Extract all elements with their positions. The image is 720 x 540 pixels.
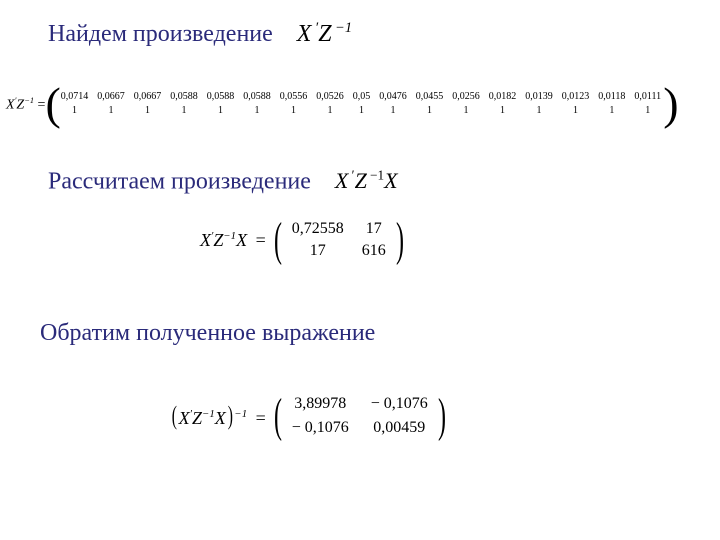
lparen-icon: ( — [274, 220, 282, 261]
vector-val-bot: 1 — [359, 104, 364, 118]
vector-val-bot: 1 — [391, 104, 396, 118]
vector-val-bot: 1 — [573, 104, 578, 118]
heading1-text: Найдем произведение — [48, 21, 273, 47]
lparen-icon: ( — [45, 86, 60, 123]
vector-val-bot: 1 — [427, 104, 432, 118]
vector-col: 0,05261 — [316, 90, 344, 118]
heading2-text: Рассчитаем произведение — [48, 168, 311, 194]
vector-val-top: 0,0588 — [170, 90, 198, 104]
vector-val-bot: 1 — [255, 104, 260, 118]
vector-col: 0,05881 — [207, 90, 235, 118]
vector-col: 0,05561 — [280, 90, 308, 118]
vector-val-bot: 1 — [72, 104, 77, 118]
vector-val-bot: 1 — [109, 104, 114, 118]
rparen-icon: ) — [663, 86, 678, 123]
vector-val-top: 0,0476 — [379, 90, 407, 104]
vector-val-bot: 1 — [218, 104, 223, 118]
vector-val-top: 0,0714 — [61, 90, 89, 104]
eq3-lhs: (X′Z−1X)−1 = — [170, 401, 270, 431]
equation-inverse-matrix: (X′Z−1X)−1 = ( 3,89978 − 0,1076 − 0,1076… — [170, 395, 450, 437]
vector-val-top: 0,0556 — [280, 90, 308, 104]
vector-col: 0,01391 — [525, 90, 553, 118]
vector-val-top: 0,0455 — [416, 90, 444, 104]
vector-val-bot: 1 — [182, 104, 187, 118]
vector-col: 0,01111 — [634, 90, 661, 118]
vector-val-bot: 1 — [328, 104, 333, 118]
vector-col: 0,051 — [353, 90, 371, 118]
vector-val-top: 0,0667 — [134, 90, 162, 104]
vector-col: 0,06671 — [97, 90, 125, 118]
matrix-cell: 0,72558 — [292, 220, 344, 238]
eq1-values: 0,071410,066710,066710,058810,058810,058… — [61, 90, 661, 118]
matrix-cell: − 0,1076 — [371, 395, 428, 413]
eq2-matrix: ( 0,72558 17 17 616 ) — [270, 220, 408, 261]
heading2-formula: X ′Z −1X — [335, 168, 398, 193]
matrix-cell: 616 — [362, 242, 386, 260]
equation-xzx-matrix: X′Z−1X = ( 0,72558 17 17 616 ) — [200, 220, 408, 261]
vector-val-top: 0,0588 — [243, 90, 271, 104]
vector-col: 0,02561 — [452, 90, 480, 118]
vector-col: 0,05881 — [170, 90, 198, 118]
rparen-icon: ) — [396, 220, 404, 261]
vector-val-top: 0,0111 — [634, 90, 661, 104]
vector-col: 0,04551 — [416, 90, 444, 118]
vector-val-bot: 1 — [464, 104, 469, 118]
vector-val-top: 0,0182 — [489, 90, 517, 104]
heading-find-product: Найдем произведение X ′ Z⁻¹ X ′Z −1 — [48, 20, 352, 48]
matrix-cell: − 0,1076 — [292, 419, 349, 437]
vector-col: 0,01181 — [598, 90, 625, 118]
vector-val-bot: 1 — [291, 104, 296, 118]
heading-invert: Обратим полученное выражение — [40, 320, 375, 347]
vector-col: 0,01231 — [562, 90, 590, 118]
equation-xz-vector: X′Z−1 = ( 0,071410,066710,066710,058810,… — [6, 86, 679, 123]
rparen-icon: ) — [438, 396, 446, 437]
vector-col: 0,05881 — [243, 90, 271, 118]
vector-col: 0,06671 — [134, 90, 162, 118]
matrix-cell: 17 — [292, 242, 344, 260]
heading1-formula: X ′ Z⁻¹ X ′Z −1 — [297, 21, 352, 47]
vector-val-top: 0,0139 — [525, 90, 553, 104]
eq3-matrix: ( 3,89978 − 0,1076 − 0,1076 0,00459 ) — [270, 395, 450, 437]
vector-val-bot: 1 — [609, 104, 614, 118]
heading-calc-product: Рассчитаем произведение X ′Z −1X — [48, 168, 398, 195]
vector-val-top: 0,0256 — [452, 90, 480, 104]
vector-val-bot: 1 — [500, 104, 505, 118]
matrix-cell: 3,89978 — [292, 395, 349, 413]
eq2-lhs: X′Z−1X = — [200, 230, 270, 251]
vector-val-top: 0,0123 — [562, 90, 590, 104]
heading3-text: Обратим полученное выражение — [40, 320, 375, 346]
vector-val-top: 0,05 — [353, 90, 371, 104]
matrix-cell: 17 — [362, 220, 386, 238]
vector-val-bot: 1 — [145, 104, 150, 118]
vector-col: 0,07141 — [61, 90, 89, 118]
vector-val-top: 0,0667 — [97, 90, 125, 104]
vector-val-bot: 1 — [537, 104, 542, 118]
vector-val-top: 0,0526 — [316, 90, 344, 104]
vector-val-top: 0,0588 — [207, 90, 235, 104]
vector-col: 0,04761 — [379, 90, 407, 118]
eq1-lhs: X′Z−1 = — [6, 96, 45, 114]
vector-col: 0,01821 — [489, 90, 517, 118]
lparen-icon: ( — [274, 396, 282, 437]
vector-val-top: 0,0118 — [598, 90, 625, 104]
vector-val-bot: 1 — [645, 104, 650, 118]
matrix-cell: 0,00459 — [371, 419, 428, 437]
